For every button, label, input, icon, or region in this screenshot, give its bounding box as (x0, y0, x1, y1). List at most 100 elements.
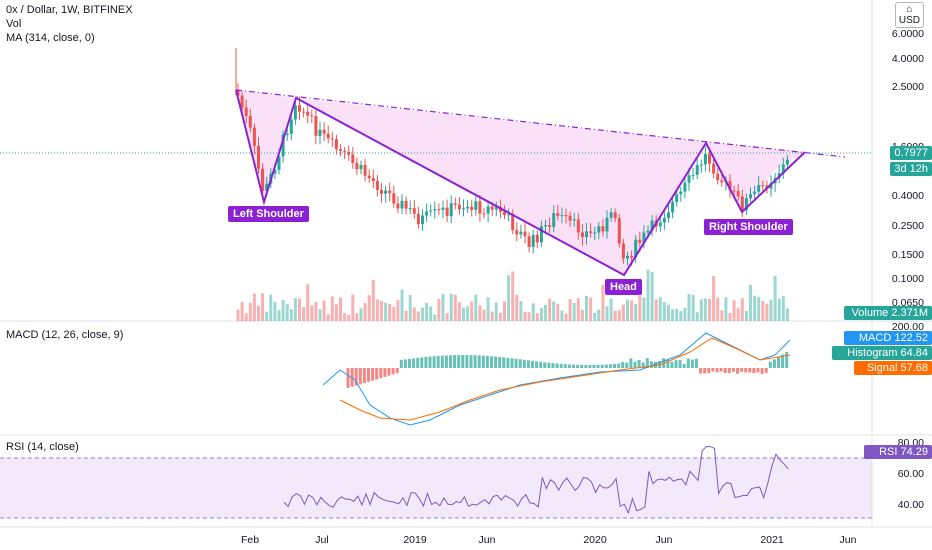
volume-bar (289, 309, 293, 321)
last-price-box: 0.7977 (890, 146, 932, 160)
volume-bar (318, 309, 322, 321)
volume-bar (511, 271, 515, 321)
candle-body (708, 153, 711, 164)
macd-histogram-bar (391, 368, 395, 375)
volume-bar (642, 297, 646, 321)
volume-bar (683, 307, 687, 321)
macd-histogram-bar (518, 359, 522, 368)
neckline (235, 89, 846, 158)
macd-histogram-bar (707, 368, 711, 374)
candle-body (720, 180, 724, 183)
vol-label[interactable]: Vol (6, 18, 22, 30)
macd-histogram-bar (358, 368, 362, 385)
pattern-line (235, 89, 806, 277)
candle-body (515, 230, 519, 235)
candle-body (416, 213, 420, 225)
macd-histogram-bar (711, 368, 715, 372)
candle-body (310, 115, 314, 117)
macd-histogram-bar (543, 362, 547, 368)
candle-body (285, 133, 289, 135)
rsi-line (283, 445, 789, 515)
candle-body (445, 207, 449, 217)
currency-toggle[interactable]: ⌂ USD (894, 2, 924, 28)
macd-histogram-bar (432, 356, 436, 368)
time-tick: Jun (840, 534, 857, 546)
macd-histogram-bar (629, 358, 633, 368)
candle-body (568, 215, 572, 221)
price-tick: 0.4000 (892, 190, 924, 202)
rsi-title[interactable]: RSI (14, close) (6, 441, 79, 453)
candle-body (400, 200, 404, 209)
signal-value: 57.68 (900, 362, 928, 374)
macd-title[interactable]: MACD (12, 26, close, 9) (6, 329, 124, 341)
macd-histogram-bar (670, 361, 674, 368)
volume-bar (429, 306, 433, 321)
volume-bar (343, 313, 347, 321)
volume-bar (257, 305, 260, 321)
candle-body (548, 225, 552, 227)
volume-bar (728, 312, 732, 321)
candle-body (478, 201, 482, 214)
macd-histogram-bar (371, 368, 375, 381)
macd-histogram-bar (522, 359, 526, 368)
macd-histogram-bar (563, 364, 567, 368)
candle-body (544, 225, 547, 227)
volume-bar (658, 297, 662, 321)
macd-histogram-bar (621, 362, 625, 368)
macd-box: MACD 122.52 (844, 331, 932, 345)
candle-body (248, 116, 252, 128)
candle-body (576, 219, 580, 233)
macd-histogram-bar (572, 364, 575, 368)
candle-body (679, 191, 683, 195)
candle-body (769, 183, 773, 189)
ma-label[interactable]: MA (314, close, 0) (6, 32, 95, 44)
volume-bar (347, 314, 351, 321)
macd-histogram-bar (461, 355, 465, 368)
macd-value: 122.52 (894, 332, 928, 344)
candle-body (433, 209, 437, 211)
volume-bar (396, 300, 400, 321)
macd-histogram-bar (592, 364, 596, 368)
rsi-tick: 40.00 (898, 499, 924, 511)
candle-body (687, 175, 691, 183)
price-tick: 4.0000 (892, 53, 924, 65)
macd-histogram-bar (654, 361, 657, 368)
candle-body (474, 201, 478, 210)
macd-histogram-bar (740, 368, 744, 372)
candle-body (322, 129, 326, 134)
macd-histogram-bar (399, 359, 403, 368)
volume-bar (453, 294, 457, 321)
candle-body (314, 116, 318, 136)
candle-body (339, 149, 342, 151)
macd-histogram-bar (535, 361, 539, 368)
volume-bar (425, 302, 429, 321)
macd-histogram-bar (777, 356, 780, 368)
volume-bar (408, 295, 412, 321)
candle-body (601, 226, 605, 232)
macd-histogram-bar (350, 368, 354, 387)
macd-histogram-bar (686, 358, 690, 368)
volume-bar (757, 296, 761, 321)
macd-histogram-bar (387, 368, 391, 376)
volume-bar (503, 301, 506, 321)
volume-bar (240, 302, 244, 321)
macd-histogram-bar (600, 364, 604, 368)
macd-histogram-bar (727, 368, 731, 374)
candle-body (535, 234, 539, 243)
volume-bar (773, 275, 777, 321)
volume-bar (248, 302, 252, 321)
macd-histogram-bar (744, 368, 748, 373)
volume-bar (548, 298, 552, 321)
macd-histogram-bar (514, 358, 518, 368)
volume-bar (515, 294, 519, 321)
macd-line (322, 332, 791, 426)
volume-bar (712, 275, 716, 321)
macd-histogram-bar (531, 360, 534, 368)
symbol-title[interactable]: 0x / Dollar, 1W, BITFINEX (6, 4, 133, 16)
volume-bar (695, 312, 699, 321)
candle-body (757, 185, 761, 192)
volume-value: 2.371M (891, 307, 928, 319)
candle-body (261, 168, 265, 191)
candle-body (781, 164, 785, 174)
